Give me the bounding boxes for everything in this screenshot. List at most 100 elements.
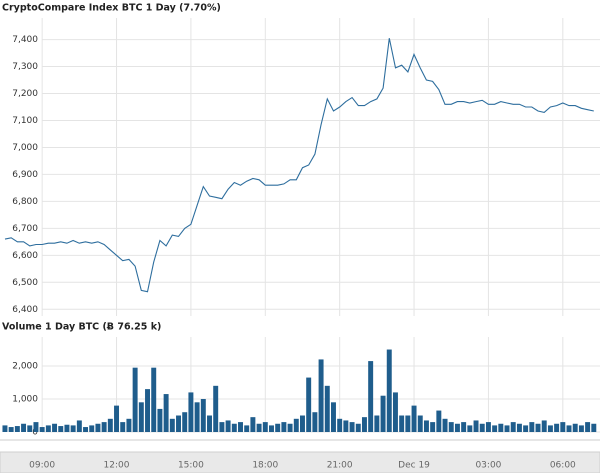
volume-bar — [145, 389, 150, 432]
volume-bar — [578, 425, 584, 432]
volume-bar — [194, 402, 200, 432]
volume-bar — [231, 423, 237, 432]
volume-bar — [572, 423, 578, 432]
volume-bar — [454, 423, 460, 432]
x-tick-label: 03:00 — [475, 461, 501, 471]
volume-bar — [436, 410, 442, 432]
volume-bar — [566, 425, 572, 432]
y-tick-label: 1,000 — [12, 395, 38, 405]
volume-bar — [107, 418, 113, 432]
volume-bar — [423, 420, 429, 432]
volume-bar — [380, 395, 386, 432]
chart-title: CryptoCompare Index BTC 1 Day (7.70%) — [2, 3, 221, 14]
volume-bar — [330, 402, 336, 432]
y-tick-label: 0 — [32, 428, 38, 438]
volume-bar — [430, 422, 436, 432]
volume-bar — [473, 420, 479, 432]
y-tick-label: 6,900 — [12, 170, 38, 180]
volume-bar — [560, 422, 566, 432]
volume-bar — [21, 423, 27, 432]
chart-title: Volume 1 Day BTC (Ƀ 76.25 k) — [2, 322, 161, 333]
y-tick-label: 6,400 — [12, 305, 38, 315]
volume-bar — [182, 412, 188, 432]
volume-bar — [163, 394, 169, 432]
x-tick-label: 12:00 — [104, 461, 130, 471]
volume-bar — [157, 408, 163, 432]
volume-bar — [2, 425, 8, 432]
volume-bar — [337, 418, 343, 432]
volume-bar — [281, 422, 287, 432]
volume-bar — [244, 425, 250, 432]
volume-bar — [250, 417, 256, 432]
volume-bar — [405, 415, 411, 432]
volume-bar — [27, 425, 33, 432]
volume-bar — [219, 422, 225, 432]
volume-bar — [64, 424, 70, 432]
volume-bar — [256, 423, 262, 432]
y-tick-label: 6,600 — [12, 251, 38, 261]
y-tick-label: 2,000 — [12, 362, 38, 372]
volume-bar — [399, 415, 405, 432]
volume-bar — [8, 427, 14, 432]
volume-bar — [535, 423, 541, 432]
navigator[interactable] — [0, 451, 600, 473]
volume-bar — [58, 426, 64, 432]
volume-bar — [33, 422, 39, 432]
volume-bar — [200, 399, 206, 432]
volume-bar — [70, 425, 76, 432]
volume-bar — [238, 422, 243, 432]
volume-bar — [312, 412, 318, 432]
volume-bar — [547, 425, 553, 432]
volume-bar — [269, 425, 274, 432]
volume-bar — [529, 422, 535, 432]
volume-bar — [95, 423, 101, 432]
volume-bar — [343, 420, 349, 432]
volume-bar — [523, 425, 529, 432]
x-tick-label: Dec 19 — [398, 461, 430, 471]
volume-bar — [361, 417, 367, 432]
volume-bar — [83, 427, 89, 432]
volume-bar — [479, 423, 485, 432]
volume-bar — [39, 427, 45, 432]
volume-bar — [498, 423, 504, 432]
volume-bar — [442, 418, 448, 432]
volume-bar — [355, 423, 361, 432]
y-tick-label: 7,100 — [12, 116, 38, 126]
volume-bar — [126, 418, 132, 432]
volume-bar — [76, 420, 82, 432]
y-tick-label: 7,200 — [12, 89, 38, 99]
y-tick-label: 6,800 — [12, 197, 38, 207]
volume-bar — [485, 422, 491, 432]
volume-bar — [45, 425, 51, 432]
y-tick-label: 7,300 — [12, 62, 38, 72]
volume-bar — [504, 425, 510, 432]
volume-bar — [213, 385, 219, 432]
volume-bar — [467, 425, 473, 432]
volume-bar — [516, 423, 522, 432]
volume-bar — [554, 423, 560, 432]
x-tick-label: 21:00 — [327, 461, 353, 471]
y-tick-label: 6,700 — [12, 224, 38, 234]
volume-bar — [368, 361, 374, 432]
x-tick-label: 09:00 — [29, 461, 55, 471]
volume-bar — [225, 420, 231, 432]
volume-bar — [132, 367, 138, 432]
volume-bar — [349, 422, 355, 432]
x-tick-label: 18:00 — [252, 461, 278, 471]
volume-bar — [492, 425, 498, 432]
volume-bar — [275, 423, 281, 432]
volume-bar — [461, 422, 467, 432]
volume-bar — [374, 415, 380, 432]
price-line — [4, 38, 594, 293]
volume-bar — [510, 422, 516, 432]
volume-bar — [324, 385, 330, 432]
volume-bar — [138, 402, 144, 432]
volume-bar — [386, 349, 392, 432]
volume-bar — [176, 415, 181, 432]
x-tick-label: 06:00 — [550, 461, 576, 471]
volume-bar — [306, 377, 312, 432]
volume-bar — [169, 418, 175, 432]
volume-bar — [392, 392, 398, 432]
